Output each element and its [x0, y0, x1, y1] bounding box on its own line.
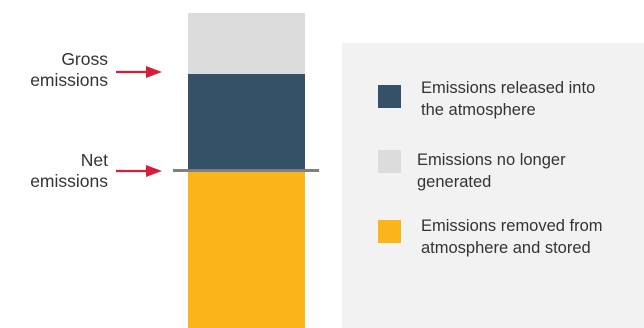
legend-released-line-2: the atmosphere [421, 101, 536, 119]
net-emissions-line [173, 169, 319, 172]
legend-removed-line-1: Emissions removed from [421, 217, 603, 235]
legend-removed-line-2: atmosphere and stored [421, 239, 591, 257]
legend-swatch-removed-stored [378, 220, 401, 243]
legend-label-removed-stored: Emissions removed from atmosphere and st… [421, 215, 641, 259]
legend-label-no-longer-generated: Emissions no longer generated [417, 149, 637, 193]
legend-released-line-1: Emissions released into [421, 79, 596, 97]
legend-no-longer-line-1: Emissions no longer [417, 151, 566, 169]
gross-label-line-1: Gross [61, 49, 108, 69]
gross-emissions-label: Gross emissions [0, 49, 108, 91]
gross-arrow-icon [116, 66, 162, 78]
net-emissions-label: Net emissions [0, 150, 108, 192]
bar-segment-released [188, 74, 305, 171]
legend-label-released: Emissions released into the atmosphere [421, 77, 641, 121]
legend-swatch-no-longer-generated [378, 150, 401, 173]
legend-swatch-released [378, 85, 401, 108]
bar-segment-removed-stored [188, 171, 305, 328]
legend-panel: Emissions released into the atmosphere E… [342, 43, 644, 328]
bar-segment-no-longer-generated [188, 13, 305, 74]
net-label-line-1: Net [80, 150, 108, 170]
net-arrow-icon [116, 165, 162, 177]
gross-label-line-2: emissions [30, 70, 108, 90]
legend-no-longer-line-2: generated [417, 173, 492, 191]
net-label-line-2: emissions [30, 171, 108, 191]
